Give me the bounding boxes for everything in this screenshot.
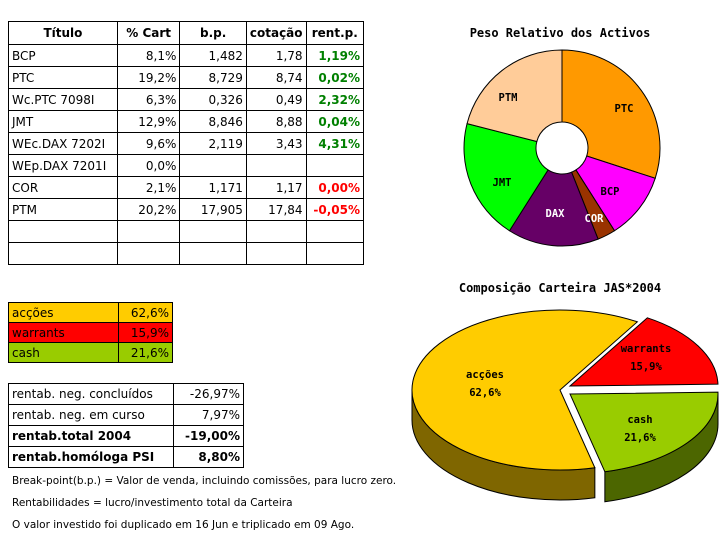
performance-row: rentab.homóloga PSI 8,80%: [8, 446, 244, 468]
table-row: WEc.DAX 7202I 9,6% 2,119 3,43 4,31%: [8, 132, 365, 155]
note-breakpoint: Break-point(b.p.) = Valor de venda, incl…: [12, 475, 397, 487]
table-row: PTM 20,2% 17,905 17,84 -0,05%: [8, 198, 365, 221]
performance-value: 8,80%: [173, 446, 244, 468]
cell-titulo: WEp.DAX 7201I: [8, 154, 118, 177]
cell-pct: 20,2%: [116, 198, 181, 221]
pie-peso-relativo: PTC BCP COR DAX JMT PTM: [463, 49, 661, 247]
table-row: [8, 242, 365, 265]
table-row: PTC 19,2% 8,729 8,74 0,02%: [8, 66, 365, 89]
pie1-slice-ptm: [466, 49, 563, 143]
cell-pct: 8,1%: [116, 44, 181, 67]
pie2-value-acções: 62,6%: [469, 387, 501, 399]
pie2-slice-acções: [411, 309, 639, 471]
performance-label: rentab.total 2004: [8, 425, 174, 447]
pie1-label-jmt: JMT: [493, 177, 512, 189]
pie2-value-cash: 21,6%: [624, 432, 656, 444]
performance-label: rentab. neg. concluídos: [8, 383, 174, 405]
allocation-row: acções 62,6%: [8, 302, 173, 323]
cell-titulo: JMT: [8, 110, 118, 133]
table-row: COR 2,1% 1,171 1,17 0,00%: [8, 176, 365, 199]
allocation-value: 21,6%: [118, 342, 173, 363]
pie1-slice-dax: [508, 169, 599, 247]
pie2-slice-warrants: [568, 317, 719, 387]
performance-row: rentab.total 2004 -19,00%: [8, 425, 244, 447]
note-investido: O valor investido foi duplicado em 16 Ju…: [12, 519, 355, 531]
performance-value: -19,00%: [173, 425, 244, 447]
pie1-label-bcp: BCP: [601, 186, 620, 198]
header-pct-cart: % Cart: [116, 21, 181, 45]
cell-rent: 4,31%: [305, 132, 365, 155]
table-row: WEp.DAX 7201I 0,0%: [8, 154, 365, 177]
allocation-value: 62,6%: [118, 302, 173, 323]
table-row: Wc.PTC 7098I 6,3% 0,326 0,49 2,32%: [8, 88, 365, 111]
pie1-label-cor: COR: [585, 213, 605, 225]
performance-table: rentab. neg. concluídos -26,97% rentab. ne…: [8, 383, 244, 468]
pie2-value-warrants: 15,9%: [630, 361, 662, 373]
cell-rent: [305, 242, 365, 265]
pie1-slice-jmt: [463, 123, 549, 232]
pie2-slice-cash: [569, 391, 719, 473]
performance-label: rentab. neg. em curso: [8, 404, 174, 426]
pie1-title: Peso Relativo dos Activos: [470, 26, 651, 40]
header-titulo: Título: [8, 21, 118, 45]
cell-titulo: COR: [8, 176, 118, 199]
cell-titulo: Wc.PTC 7098I: [8, 88, 118, 111]
cell-bp: 8,846: [179, 110, 247, 133]
cell-pct: 0,0%: [116, 154, 181, 177]
pie2-label-warrants: warrants: [621, 343, 672, 355]
pie1-label-ptc: PTC: [615, 103, 634, 115]
allocation-label: warrants: [8, 322, 119, 343]
cell-pct: 9,6%: [116, 132, 181, 155]
pie1-label-dax: DAX: [546, 208, 566, 220]
pie-composicao-carteira: acções 62,6% warrants 15,9% cash 21,6%: [411, 309, 719, 503]
performance-value: -26,97%: [173, 383, 244, 405]
header-cotacao: cotação: [245, 21, 307, 45]
cell-cotacao: 8,88: [245, 110, 307, 133]
cell-bp: [179, 242, 247, 265]
pie2-label-cash: cash: [627, 414, 652, 426]
holdings-table: Título % Cart b.p. cotação rent.p. BCP 8,…: [8, 21, 365, 265]
cell-bp: 17,905: [179, 198, 247, 221]
note-rentabilidades: Rentabilidades = lucro/investimento tota…: [12, 497, 293, 509]
cell-titulo: WEc.DAX 7202I: [8, 132, 118, 155]
allocation-label: cash: [8, 342, 119, 363]
performance-row: rentab. neg. concluídos -26,97%: [8, 383, 244, 405]
cell-titulo: [8, 242, 118, 265]
cell-cotacao: 0,49: [245, 88, 307, 111]
performance-label: rentab.homóloga PSI: [8, 446, 174, 468]
cell-bp: 8,729: [179, 66, 247, 89]
pie2-title: Composição Carteira JAS*2004: [459, 281, 661, 295]
allocation-row: cash 21,6%: [8, 342, 173, 363]
cell-bp: 2,119: [179, 132, 247, 155]
performance-row: rentab. neg. em curso 7,97%: [8, 404, 244, 426]
allocation-table: acções 62,6% warrants 15,9% cash 21,6%: [8, 302, 173, 363]
cell-rent: 0,02%: [305, 66, 365, 89]
performance-value: 7,97%: [173, 404, 244, 426]
holdings-header-row: Título % Cart b.p. cotação rent.p.: [8, 21, 365, 45]
cell-pct: 12,9%: [116, 110, 181, 133]
pie2-label-acções: acções: [466, 369, 504, 381]
cell-cotacao: 17,84: [245, 198, 307, 221]
pie1-slice-ptc: [561, 49, 661, 179]
header-rent-p: rent.p.: [305, 21, 365, 45]
pie1-label-ptm: PTM: [499, 92, 518, 104]
